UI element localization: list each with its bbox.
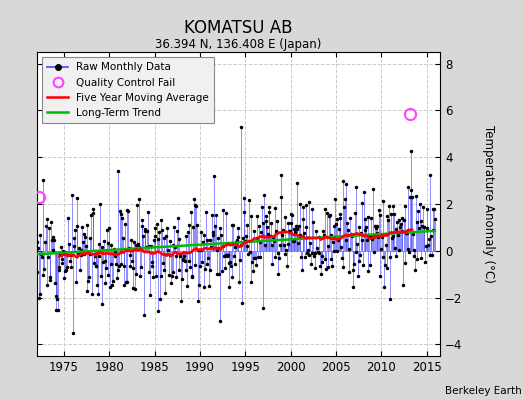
Y-axis label: Temperature Anomaly (°C): Temperature Anomaly (°C): [482, 125, 495, 283]
Title: KOMATSU AB: KOMATSU AB: [184, 18, 293, 36]
Text: Berkeley Earth: Berkeley Earth: [445, 386, 521, 396]
Legend: Raw Monthly Data, Quality Control Fail, Five Year Moving Average, Long-Term Tren: Raw Monthly Data, Quality Control Fail, …: [42, 57, 214, 123]
Text: 36.394 N, 136.408 E (Japan): 36.394 N, 136.408 E (Japan): [155, 38, 322, 51]
